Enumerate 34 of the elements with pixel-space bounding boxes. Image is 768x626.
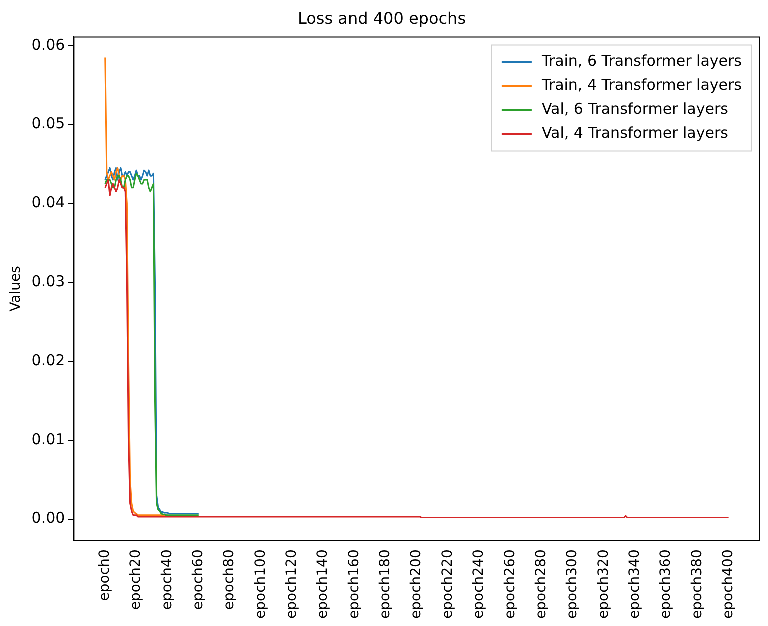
y-tick-label: 0.05 xyxy=(32,114,66,133)
x-tick-label: epoch200 xyxy=(408,550,425,619)
x-tick-label: epoch360 xyxy=(658,550,674,619)
x-tick-label: epoch240 xyxy=(471,550,488,619)
x-tick-label: epoch140 xyxy=(315,550,332,619)
x-tick-label: epoch40 xyxy=(159,550,176,610)
y-tick-label: 0.02 xyxy=(32,351,66,370)
y-tick-label: 0.03 xyxy=(32,272,66,290)
x-tick-label: epoch160 xyxy=(346,550,362,619)
x-tick-label: epoch20 xyxy=(128,550,144,610)
x-tick-label: epoch400 xyxy=(720,550,736,619)
x-tick-label: epoch0 xyxy=(97,550,114,602)
x-tick-label: epoch280 xyxy=(533,550,550,619)
x-tick-label: epoch60 xyxy=(190,550,207,610)
legend-label: Val, 4 Transformer layers xyxy=(542,124,729,142)
legend-label: Val, 6 Transformer layers xyxy=(542,100,729,118)
x-tick-label: epoch120 xyxy=(284,550,300,619)
chart-title: Loss and 400 epochs xyxy=(298,8,466,28)
x-tick-label: epoch260 xyxy=(502,550,518,619)
x-tick-label: epoch180 xyxy=(378,550,394,619)
y-axis-title: Values xyxy=(8,266,24,312)
x-tick-label: epoch300 xyxy=(564,550,581,619)
x-tick-label: epoch380 xyxy=(689,550,706,619)
x-tick-label: epoch220 xyxy=(440,550,456,619)
legend-label: Train, 6 Transformer layers xyxy=(540,52,742,70)
x-tick-label: epoch100 xyxy=(252,550,269,619)
x-tick-label: epoch80 xyxy=(222,550,238,610)
y-tick-label: 0.00 xyxy=(32,509,66,528)
y-tick-label: 0.06 xyxy=(32,36,66,54)
y-tick-label: 0.01 xyxy=(32,430,66,448)
x-tick-label: epoch340 xyxy=(626,550,643,619)
legend-label: Train, 4 Transformer layers xyxy=(540,76,742,94)
x-tick-label: epoch320 xyxy=(596,550,612,619)
y-tick-label: 0.04 xyxy=(32,194,66,212)
